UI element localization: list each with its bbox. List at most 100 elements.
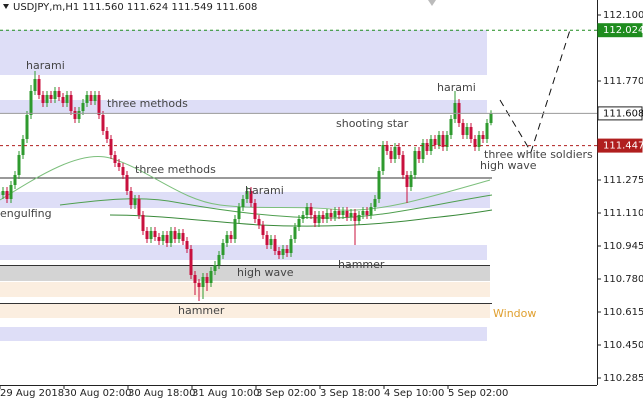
annotation: harami: [437, 81, 476, 94]
y-tick-label: 110.285: [603, 373, 643, 384]
candle-body: [473, 139, 477, 147]
candle-body: [105, 131, 109, 139]
candle-body: [193, 275, 197, 283]
scroll-marker: [428, 0, 436, 6]
annotation: harami: [26, 59, 65, 72]
candle-body: [337, 211, 341, 215]
candle-body: [85, 95, 89, 103]
candle-body: [133, 199, 137, 205]
zone: [0, 100, 487, 113]
candle-body: [73, 111, 77, 119]
zone: [0, 192, 490, 208]
candle-body: [149, 231, 153, 239]
y-tick-label: 110.780: [603, 274, 643, 285]
candle-body: [253, 203, 257, 219]
candle-body: [153, 231, 157, 237]
candle-body: [245, 191, 249, 199]
candle-body: [325, 213, 329, 219]
candle-body: [433, 139, 437, 145]
zone: [0, 304, 490, 318]
candle-body: [1, 191, 5, 195]
candle-body: [261, 225, 265, 235]
annotation: Window: [493, 307, 536, 320]
candle-body: [365, 211, 369, 215]
candle-body: [77, 111, 81, 119]
annotation: engulfing: [0, 207, 52, 220]
annotation: hammer: [338, 258, 385, 271]
candle-body: [145, 231, 149, 239]
candle-body: [313, 215, 317, 223]
price-label: 112.024: [603, 25, 643, 36]
x-tick-label: 3 Sep 02:00: [256, 388, 316, 399]
candle-body: [385, 145, 389, 151]
annotation: high wave: [237, 266, 294, 279]
candle-body: [489, 113, 493, 123]
candle-body: [221, 243, 225, 255]
annotation: three white soldiers: [484, 148, 593, 161]
x-tick-label: 31 Aug 10:00: [192, 388, 259, 399]
candle-body: [45, 95, 49, 103]
candle-body: [485, 123, 489, 139]
candle-body: [481, 135, 485, 139]
candle-body: [129, 191, 133, 205]
x-tick-label: 4 Sep 10:00: [384, 388, 444, 399]
annotation: three methods: [107, 97, 188, 110]
candle-body: [57, 91, 61, 97]
x-tick-label: 3 Sep 18:00: [320, 388, 380, 399]
candle-body: [173, 231, 177, 239]
price-label-box: [597, 23, 643, 38]
candle-body: [17, 155, 21, 175]
zone: [0, 245, 487, 260]
candle-body: [285, 249, 289, 253]
zone: [0, 266, 490, 281]
candle-body: [117, 163, 121, 167]
candle-body: [425, 143, 429, 151]
x-tick-label: 29 Aug 2018: [0, 388, 64, 399]
candle-body: [393, 147, 397, 159]
candle-body: [289, 239, 293, 253]
candle-body: [41, 95, 45, 103]
candle-body: [5, 191, 9, 199]
candle-body: [401, 155, 405, 175]
candle-body: [381, 145, 385, 171]
candle-body: [93, 95, 97, 101]
candle-body: [237, 207, 241, 219]
zone: [0, 30, 487, 75]
candle-body: [125, 175, 129, 191]
projection-line: [499, 29, 571, 154]
candle-body: [89, 95, 93, 101]
moving-averages: [0, 156, 493, 227]
candle-body: [101, 115, 105, 131]
annotation: hammer: [178, 304, 225, 317]
candle-body: [317, 215, 321, 223]
candle-body: [413, 151, 417, 175]
candle-body: [421, 143, 425, 159]
x-tick-label: 30 Aug 18:00: [128, 388, 195, 399]
candle-body: [197, 283, 201, 287]
candle-body: [349, 213, 353, 217]
y-tick-label: 110.615: [603, 307, 643, 318]
price-label-box: [597, 106, 643, 121]
candle-body: [333, 211, 337, 217]
candle-body: [37, 79, 41, 95]
candle-body: [25, 115, 29, 139]
candle-body: [297, 219, 301, 227]
candle-body: [53, 91, 57, 99]
candle-body: [417, 151, 421, 159]
menu-arrow[interactable]: [3, 4, 9, 9]
candle-body: [21, 139, 25, 155]
candle-body: [361, 211, 365, 215]
candle-body: [373, 199, 377, 207]
candle-body: [97, 95, 101, 115]
candle-body: [273, 239, 277, 251]
x-tick-label: 30 Aug 02:00: [64, 388, 131, 399]
candle-body: [121, 167, 125, 175]
candle-body: [345, 211, 349, 217]
x-tick-label: 5 Sep 02:00: [448, 388, 508, 399]
zone: [0, 327, 487, 341]
candle-body: [409, 175, 413, 187]
candle-body: [293, 227, 297, 239]
annotation: shooting star: [336, 117, 409, 130]
price-label-box: [597, 138, 643, 153]
